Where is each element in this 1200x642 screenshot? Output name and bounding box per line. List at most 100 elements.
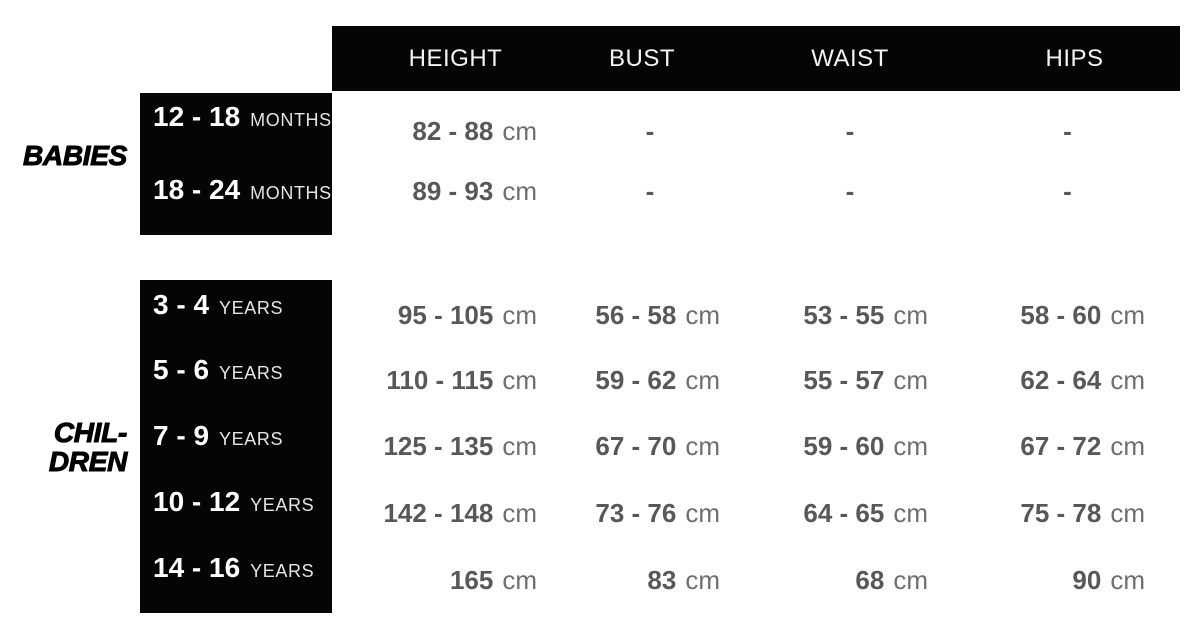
age-range: 10 - 12	[153, 486, 241, 517]
hips-cell: -	[955, 116, 1180, 147]
height-cell: 142 - 148 cm	[332, 498, 555, 529]
bust-cell: 83 cm	[555, 565, 745, 596]
measurement-unit: cm	[685, 430, 720, 461]
age-row-label: 12 - 18 MONTHS	[153, 100, 331, 134]
measurement-unit: cm	[1110, 497, 1145, 528]
table-row: 89 - 93 cm - - -	[332, 171, 1180, 211]
measurement-value: 142 - 148	[383, 497, 494, 528]
section-label-line: CHIL-	[53, 417, 127, 448]
waist-cell: 55 - 57 cm	[745, 365, 955, 396]
bust-cell: -	[555, 116, 745, 147]
age-unit: YEARS	[219, 429, 284, 449]
measurement-unit: cm	[502, 364, 537, 395]
empty-value: -	[1063, 175, 1072, 206]
measurement-value: 62 - 64	[1020, 364, 1102, 395]
measurement-unit: cm	[893, 364, 928, 395]
measurement-unit: cm	[502, 430, 537, 461]
age-row-label: 10 - 12 YEARS	[153, 485, 328, 519]
measurement-unit: cm	[893, 497, 928, 528]
age-unit: YEARS	[250, 561, 315, 581]
waist-cell: 53 - 55 cm	[745, 300, 955, 331]
hips-cell: 58 - 60 cm	[955, 300, 1180, 331]
measurement-unit: cm	[685, 364, 720, 395]
measurement-value: 125 - 135	[383, 430, 494, 461]
measurement-value: 73 - 76	[595, 497, 677, 528]
measurement-unit: cm	[893, 299, 928, 330]
table-row: 125 - 135 cm 67 - 70 cm 59 - 60 cm 67 - …	[332, 426, 1180, 466]
empty-value: -	[645, 175, 655, 206]
column-header-bust: BUST	[608, 44, 675, 72]
measurement-unit: cm	[893, 430, 928, 461]
measurement-value: 83	[647, 564, 677, 595]
age-row-label: 7 - 9 YEARS	[153, 419, 328, 453]
age-range: 5 - 6	[153, 354, 210, 385]
measurement-value: 110 - 115	[386, 364, 494, 395]
age-range: 14 - 16	[153, 552, 241, 583]
age-unit: YEARS	[219, 363, 284, 383]
height-cell: 89 - 93 cm	[332, 176, 555, 207]
column-header-waist: WAIST	[811, 44, 889, 72]
measurement-value: 68	[855, 564, 885, 595]
height-cell: 110 - 115 cm	[332, 365, 555, 396]
measurement-unit: cm	[502, 564, 537, 595]
empty-value: -	[845, 175, 855, 206]
waist-cell: -	[745, 176, 955, 207]
age-row-label: 3 - 4 YEARS	[153, 288, 328, 322]
age-row-label: 5 - 6 YEARS	[153, 353, 328, 387]
hips-cell: 75 - 78 cm	[955, 498, 1180, 529]
section-label-line: DREN	[48, 446, 127, 477]
age-row-label: 18 - 24 MONTHS	[153, 173, 331, 207]
bust-cell: 73 - 76 cm	[555, 498, 745, 529]
age-range: 3 - 4	[153, 289, 210, 320]
measurement-value: 59 - 62	[595, 364, 677, 395]
measurement-unit: cm	[685, 299, 720, 330]
hips-cell: 62 - 64 cm	[955, 365, 1180, 396]
measurement-unit: cm	[502, 497, 537, 528]
measurement-unit: cm	[1110, 299, 1145, 330]
measurement-unit: cm	[685, 497, 720, 528]
height-cell: 82 - 88 cm	[332, 116, 555, 147]
measurement-value: 82 - 88	[412, 115, 494, 146]
empty-value: -	[645, 115, 655, 146]
waist-cell: -	[745, 116, 955, 147]
measurement-value: 64 - 65	[803, 497, 885, 528]
age-range: 18 - 24	[153, 174, 241, 205]
measurement-value: 165	[449, 564, 494, 595]
measurement-unit: cm	[502, 115, 537, 146]
height-cell: 95 - 105 cm	[332, 300, 555, 331]
measurement-unit: cm	[893, 564, 928, 595]
age-unit: YEARS	[219, 298, 284, 318]
section-label-children: CHIL- DREN	[0, 417, 127, 477]
height-cell: 165 cm	[332, 565, 555, 596]
waist-cell: 59 - 60 cm	[745, 431, 955, 462]
measurement-value: 67 - 72	[1020, 430, 1102, 461]
table-row: 110 - 115 cm 59 - 62 cm 55 - 57 cm 62 - …	[332, 360, 1180, 400]
age-range: 12 - 18	[153, 101, 241, 132]
table-row: 95 - 105 cm 56 - 58 cm 53 - 55 cm 58 - 6…	[332, 295, 1180, 335]
section-label-line: BABIES	[23, 140, 128, 171]
empty-value: -	[845, 115, 855, 146]
bust-cell: 67 - 70 cm	[555, 431, 745, 462]
measurement-unit: cm	[502, 299, 537, 330]
babies-age-box: 12 - 18 MONTHS 18 - 24 MONTHS	[140, 93, 332, 235]
measurement-value: 53 - 55	[803, 299, 885, 330]
hips-cell: -	[955, 176, 1180, 207]
bust-cell: 56 - 58 cm	[555, 300, 745, 331]
age-unit: MONTHS	[250, 183, 332, 203]
measurement-value: 56 - 58	[595, 299, 677, 330]
measurement-unit: cm	[1110, 564, 1145, 595]
bust-cell: 59 - 62 cm	[555, 365, 745, 396]
measurement-value: 55 - 57	[803, 364, 885, 395]
age-unit: MONTHS	[250, 110, 332, 130]
age-unit: YEARS	[250, 495, 315, 515]
hips-cell: 90 cm	[955, 565, 1180, 596]
measurement-value: 95 - 105	[397, 299, 494, 330]
section-label-babies: BABIES	[0, 140, 128, 171]
column-header-height: HEIGHT	[408, 44, 503, 72]
bust-cell: -	[555, 176, 745, 207]
measurement-value: 90	[1072, 564, 1102, 595]
measurement-unit: cm	[502, 175, 537, 206]
measurement-unit: cm	[1110, 364, 1145, 395]
children-age-box: 3 - 4 YEARS 5 - 6 YEARS 7 - 9 YEARS 10 -…	[140, 280, 332, 613]
